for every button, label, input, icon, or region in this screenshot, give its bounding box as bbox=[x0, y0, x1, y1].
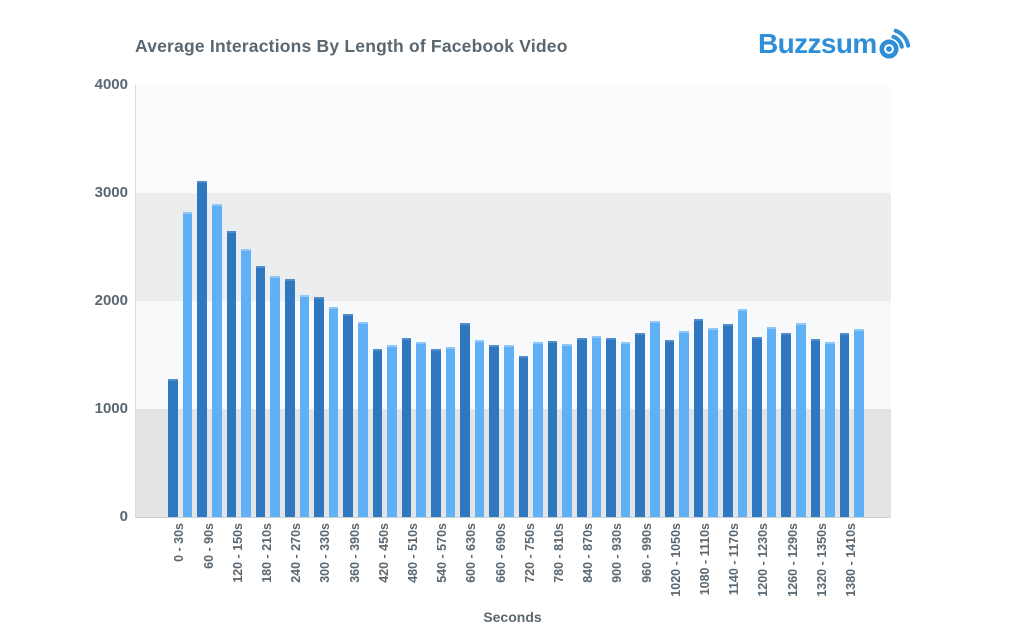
bar-light-600-630s bbox=[474, 340, 485, 517]
bar-dark-600-630s bbox=[460, 323, 470, 517]
bar-dark-300-330s bbox=[314, 297, 324, 517]
x-tick-label: 1020 - 1050s bbox=[668, 523, 683, 597]
bar-dark-960-990s bbox=[635, 333, 645, 517]
y-tick-label: 1000 bbox=[94, 400, 128, 417]
bar-dark-1380-1410s bbox=[839, 332, 850, 517]
bar-light-720-750s bbox=[533, 341, 543, 517]
buzzsumo-signal-icon bbox=[879, 28, 910, 59]
x-tick-label: 1200 - 1230s bbox=[756, 523, 771, 597]
bar-light-1140-1170s bbox=[737, 308, 748, 517]
bar-light-120-150s bbox=[241, 249, 251, 517]
x-tick-label: 1140 - 1170s bbox=[727, 523, 742, 596]
bar-dark-660-690s bbox=[489, 345, 499, 517]
bar-dark-720-750s bbox=[518, 355, 529, 517]
x-tick-label: 120 - 150s bbox=[230, 523, 245, 583]
x-tick-label: 720 - 750s bbox=[522, 523, 537, 583]
x-tick-label: 420 - 450s bbox=[376, 523, 391, 583]
x-tick-label: 660 - 690s bbox=[493, 523, 508, 583]
x-tick-label: 1320 - 1350s bbox=[814, 523, 829, 597]
x-tick-label: 1380 - 1410s bbox=[843, 523, 858, 597]
bar-light-1380-1410s bbox=[854, 329, 864, 517]
bar-dark-120-150s bbox=[226, 231, 237, 517]
bar-light-1020-1050s bbox=[679, 330, 689, 517]
y-tick-label: 3000 bbox=[94, 184, 128, 201]
x-tick-label: 480 - 510s bbox=[405, 523, 420, 583]
bar-light-180-210s bbox=[270, 275, 280, 517]
x-tick-label: 300 - 330s bbox=[318, 523, 333, 583]
x-tick-label: 60 - 90s bbox=[201, 523, 216, 569]
bar-light-1080-1110s bbox=[708, 328, 718, 517]
bar-light-420-450s bbox=[387, 344, 397, 517]
x-tick-label: 180 - 210s bbox=[259, 523, 274, 583]
bar-dark-1260-1290s bbox=[781, 332, 791, 517]
page-title: Average Interactions By Length of Facebo… bbox=[135, 36, 568, 56]
x-tick-label: 1080 - 1110s bbox=[697, 523, 712, 596]
bar-dark-900-930s bbox=[606, 337, 616, 517]
bar-light-1320-1350s bbox=[825, 342, 835, 517]
bar-light-900-930s bbox=[620, 341, 631, 517]
bar-light-300-330s bbox=[328, 306, 339, 517]
bar-light-360-390s bbox=[358, 321, 368, 517]
x-axis-title: Seconds bbox=[483, 609, 542, 625]
plot-band bbox=[136, 85, 891, 193]
bar-light-1260-1290s bbox=[796, 323, 806, 517]
bar-light-0-30s bbox=[182, 212, 193, 517]
bar-dark-780-810s bbox=[547, 340, 558, 517]
y-tick-label: 0 bbox=[119, 508, 128, 525]
bar-light-60-90s bbox=[212, 204, 222, 517]
bar-dark-480-510s bbox=[401, 337, 412, 517]
y-tick-label: 4000 bbox=[94, 76, 128, 93]
y-tick-label: 2000 bbox=[94, 292, 128, 309]
bar-dark-1020-1050s bbox=[664, 339, 675, 517]
bar-dark-1140-1170s bbox=[723, 323, 733, 517]
bar-dark-540-570s bbox=[431, 349, 441, 517]
x-tick-label: 240 - 270s bbox=[289, 523, 304, 583]
bar-light-240-270s bbox=[299, 295, 310, 517]
bar-light-480-510s bbox=[416, 342, 426, 517]
bar-dark-180-210s bbox=[255, 266, 266, 517]
bar-dark-840-870s bbox=[577, 337, 587, 517]
x-tick-label: 600 - 630s bbox=[464, 523, 479, 583]
x-tick-label: 0 - 30s bbox=[172, 523, 187, 562]
bar-light-660-690s bbox=[504, 344, 514, 517]
buzzsumo-logo-text: Buzzsum bbox=[758, 28, 877, 59]
x-tick-label: 1260 - 1290s bbox=[785, 523, 800, 597]
buzzsumo-logo: Buzzsum bbox=[758, 26, 912, 61]
bar-dark-420-450s bbox=[372, 348, 383, 517]
bar-dark-1200-1230s bbox=[752, 337, 762, 517]
bar-light-540-570s bbox=[445, 347, 456, 517]
bar-light-840-870s bbox=[591, 335, 602, 517]
bar-dark-1320-1350s bbox=[810, 339, 821, 517]
bar-dark-0-30s bbox=[168, 379, 178, 517]
bar-dark-240-270s bbox=[285, 279, 295, 517]
x-tick-label: 360 - 390s bbox=[347, 523, 362, 583]
plot-area bbox=[135, 85, 891, 518]
x-tick-label: 840 - 870s bbox=[581, 523, 596, 583]
bar-dark-60-90s bbox=[197, 181, 207, 517]
x-tick-label: 780 - 810s bbox=[551, 523, 566, 583]
bar-dark-360-390s bbox=[343, 313, 353, 517]
bar-light-1200-1230s bbox=[766, 326, 777, 517]
x-tick-label: 960 - 990s bbox=[639, 523, 654, 583]
bar-dark-1080-1110s bbox=[693, 319, 704, 517]
x-tick-label: 540 - 570s bbox=[435, 523, 450, 583]
bar-light-960-990s bbox=[650, 320, 660, 517]
bar-light-780-810s bbox=[562, 344, 572, 517]
x-tick-label: 900 - 930s bbox=[610, 523, 625, 583]
